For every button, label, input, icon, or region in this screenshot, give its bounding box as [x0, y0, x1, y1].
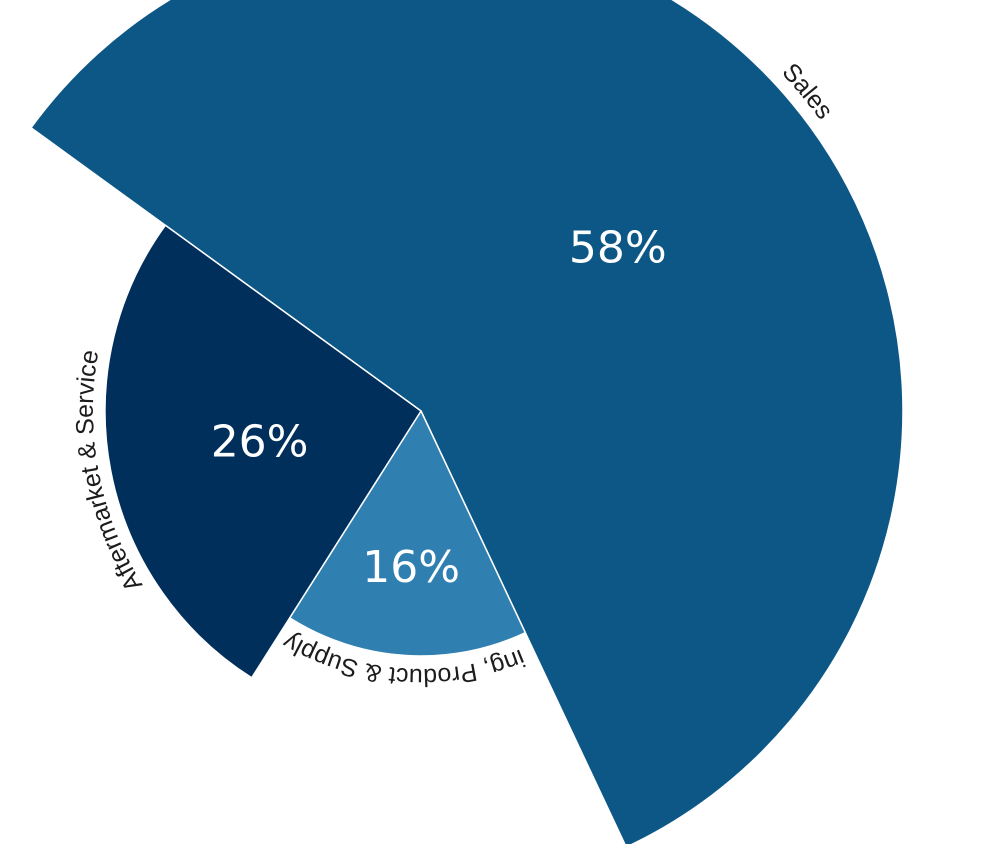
pie-slice-aftermarket-service	[104, 224, 422, 679]
value-label-sales: 58%	[569, 223, 667, 274]
pie-slice-marketing-product-supply-chain	[288, 410, 527, 657]
value-label-aftermarket-service: 26%	[211, 416, 309, 467]
value-label-marketing-product-supply-chain: 16%	[362, 542, 460, 593]
pie-slice-sales	[30, 0, 904, 844]
pie-slices	[30, 0, 904, 844]
